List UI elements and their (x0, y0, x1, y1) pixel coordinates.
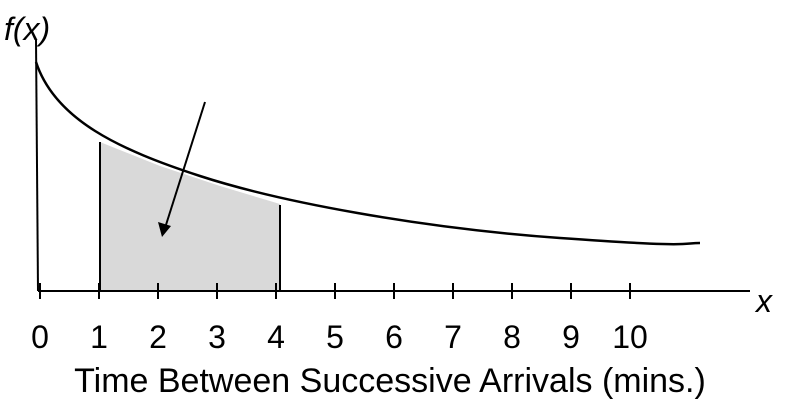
tick-label: 5 (326, 319, 344, 355)
tick-label: 9 (562, 319, 580, 355)
tick-label: 3 (208, 319, 226, 355)
tick-label: 2 (149, 319, 167, 355)
y-axis (35, 39, 39, 292)
tick-label: 0 (31, 319, 49, 355)
arrow (164, 101, 206, 229)
y-label: f(x) (4, 11, 50, 47)
tick-label: 6 (385, 319, 403, 355)
axis-title: Time Between Successive Arrivals (mins.) (74, 362, 706, 400)
x-label: x (754, 283, 773, 319)
density-curve (34, 61, 701, 246)
arrow-head (158, 222, 171, 237)
tick-label: 10 (612, 319, 648, 355)
tick-label: 7 (444, 319, 462, 355)
tick-label: 8 (503, 319, 521, 355)
tick-label: 4 (267, 319, 285, 355)
tick-label: 1 (90, 319, 108, 355)
shaded-area (100, 142, 280, 291)
